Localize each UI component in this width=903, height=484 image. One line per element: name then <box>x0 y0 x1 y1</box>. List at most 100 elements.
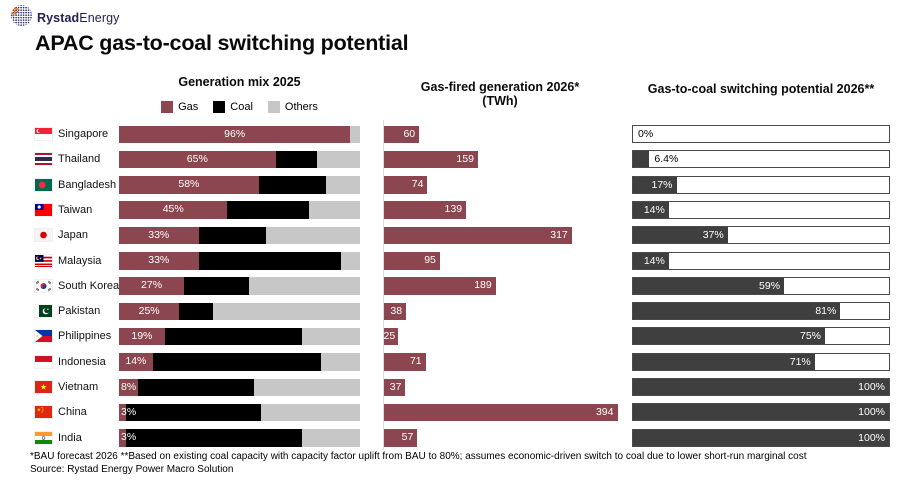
brand-name-regular: Energy <box>79 11 120 25</box>
flag-china-icon <box>35 406 52 419</box>
others-segment <box>212 302 360 321</box>
legend: Gas Coal Others <box>119 101 360 113</box>
coal-segment <box>152 353 322 371</box>
row-south-korea: South Korea 27% 189 59% <box>0 273 903 299</box>
gas-segment <box>119 378 139 396</box>
switching-potential-bar: 14% <box>632 251 890 270</box>
panel-title-gas-fired-line1: Gas-fired generation 2026* <box>420 80 580 94</box>
generation-mix-bar: 58% <box>119 176 360 194</box>
country-label: Philippines <box>58 330 112 343</box>
country-label: Taiwan <box>58 203 93 216</box>
gas-segment <box>119 327 165 346</box>
others-segment <box>261 403 360 422</box>
row-philippines: Philippines 19% 25 75% <box>0 323 903 349</box>
panel-title-gas-fired-line2: (TWh) <box>482 94 518 108</box>
switching-potential-bar: 100% <box>632 428 890 447</box>
generation-mix-bar: 25% <box>119 302 360 321</box>
flag-indonesia-icon <box>35 355 52 368</box>
gas-fired-bar: 71 <box>383 353 426 371</box>
row-japan: Japan 33% 317 37% <box>0 222 903 248</box>
row-india: India 3% 57 100% <box>0 425 903 451</box>
gas-segment <box>119 226 199 245</box>
row-thailand: Thailand 65% 159 6.4% <box>0 146 903 172</box>
gas-fired-bar: 74 <box>383 176 428 194</box>
brand-name: RystadEnergy <box>37 11 120 25</box>
gas-share-label: 58% <box>178 178 200 191</box>
switching-value-label: 0% <box>638 128 654 140</box>
gas-swatch-icon <box>161 101 174 113</box>
switching-value-label: 6.4% <box>654 153 679 166</box>
gas-fired-bar: 60 <box>383 125 420 143</box>
switching-fill: 59% <box>633 277 785 294</box>
generation-mix-bar: 33% <box>119 252 360 270</box>
switching-potential-bar: 0% <box>632 125 890 143</box>
row-pakistan: Pakistan 25% 38 81% <box>0 298 903 324</box>
gas-segment <box>119 277 185 295</box>
coal-segment <box>258 176 327 194</box>
gas-segment <box>119 429 127 447</box>
switching-potential-bar: 100% <box>632 403 890 422</box>
coal-segment <box>126 403 262 422</box>
gas-share-label: 96% <box>224 127 246 140</box>
others-segment <box>302 327 360 346</box>
flag-india-icon <box>35 431 52 444</box>
flag-south-korea-icon <box>35 279 52 292</box>
switching-potential-bar: 6.4% <box>632 150 890 169</box>
row-china: China 3% 394 100% <box>0 399 903 425</box>
gas-segment <box>119 353 153 371</box>
country-label: Bangladesh <box>58 178 117 191</box>
country-label: Pakistan <box>58 305 101 318</box>
panel-title-generation-mix: Generation mix 2025 <box>178 75 301 89</box>
rystad-globe-icon <box>10 4 33 32</box>
source-line: Source: Rystad Energy Power Macro Soluti… <box>30 464 234 475</box>
country-label: China <box>58 406 87 419</box>
gas-segment <box>119 201 228 219</box>
gas-segment <box>119 302 180 321</box>
brand-logo: RystadEnergy <box>10 4 120 32</box>
gas-segment <box>119 403 127 422</box>
generation-mix-bar: 96% <box>119 125 360 143</box>
switching-potential-bar: 37% <box>632 226 890 245</box>
row-indonesia: Indonesia 14% 71 71% <box>0 349 903 375</box>
others-segment <box>316 150 360 169</box>
row-vietnam: Vietnam 8% 37 100% <box>0 374 903 400</box>
gas-segment <box>119 176 259 194</box>
switching-fill: 100% <box>633 429 889 446</box>
gas-share-label: 33% <box>148 254 170 266</box>
country-label: Vietnam <box>58 381 99 393</box>
panel-title-gas-fired: Gas-fired generation 2026* (TWh) <box>376 80 624 108</box>
switching-fill: 100% <box>633 379 889 395</box>
footnote: *BAU forecast 2026 **Based on existing c… <box>30 451 807 462</box>
coal-segment <box>198 252 341 270</box>
gas-share-label: 3% <box>121 405 137 418</box>
others-segment <box>309 201 360 219</box>
gas-fired-bar: 57 <box>383 429 418 447</box>
gas-share-label: 25% <box>138 304 160 317</box>
gas-share-label: 19% <box>131 329 153 342</box>
gas-fired-bar: 37 <box>383 378 406 396</box>
others-segment <box>265 226 360 245</box>
flag-japan-icon <box>35 229 52 242</box>
others-segment <box>253 378 360 396</box>
others-segment <box>302 429 360 447</box>
generation-mix-bar: 19% <box>119 327 360 346</box>
gas-segment <box>119 150 276 169</box>
coal-segment <box>275 150 317 169</box>
gas-share-label: 33% <box>148 228 170 241</box>
legend-item-coal: Coal <box>213 101 253 113</box>
switching-fill: 17% <box>633 176 677 193</box>
switching-fill: 14% <box>633 252 669 269</box>
gas-fired-bar: 139 <box>383 201 467 219</box>
flag-pakistan-icon <box>35 305 52 318</box>
legend-label-others: Others <box>284 101 318 113</box>
brand-name-bold: Rystad <box>37 11 80 25</box>
gas-share-label: 65% <box>186 152 208 165</box>
coal-segment <box>126 429 303 447</box>
gas-share-label: 8% <box>121 380 137 393</box>
switching-fill: 75% <box>633 328 825 345</box>
country-label: Japan <box>58 229 88 242</box>
switching-fill: 81% <box>633 303 841 320</box>
others-segment <box>350 125 360 143</box>
panel-title-switching: Gas-to-coal switching potential 2026** <box>647 82 875 96</box>
gas-share-label: 14% <box>125 355 147 368</box>
